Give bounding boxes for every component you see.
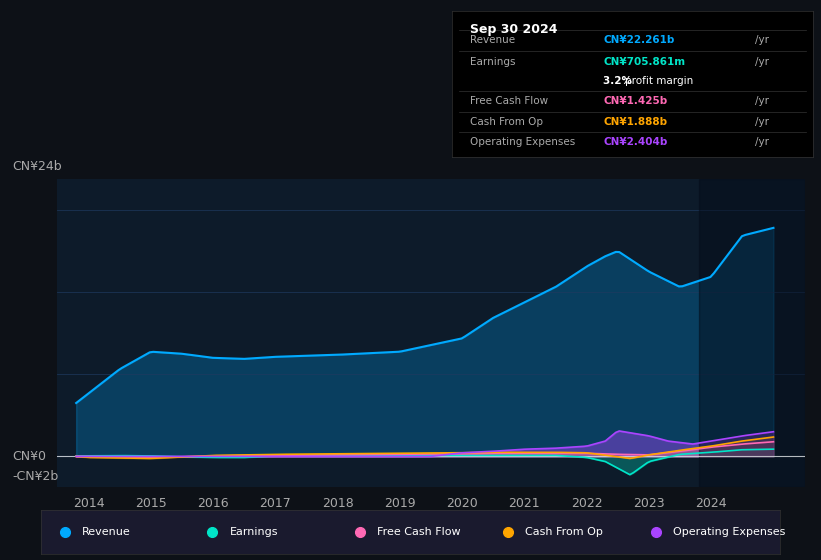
Text: CN¥2.404b: CN¥2.404b: [603, 137, 667, 147]
Text: Sep 30 2024: Sep 30 2024: [470, 23, 557, 36]
Text: -CN¥2b: -CN¥2b: [12, 470, 59, 483]
Text: CN¥1.888b: CN¥1.888b: [603, 117, 667, 127]
Text: Cash From Op: Cash From Op: [470, 117, 543, 127]
Text: /yr: /yr: [755, 137, 769, 147]
Text: Earnings: Earnings: [470, 57, 515, 67]
Text: CN¥0: CN¥0: [12, 450, 47, 463]
Bar: [699, 179, 805, 487]
Text: Operating Expenses: Operating Expenses: [673, 527, 785, 537]
Text: Cash From Op: Cash From Op: [525, 527, 603, 537]
Text: profit margin: profit margin: [625, 76, 693, 86]
Text: CN¥705.861m: CN¥705.861m: [603, 57, 686, 67]
Text: /yr: /yr: [755, 96, 769, 106]
Text: CN¥1.425b: CN¥1.425b: [603, 96, 667, 106]
Text: 3.2%: 3.2%: [603, 76, 636, 86]
Text: Operating Expenses: Operating Expenses: [470, 137, 575, 147]
Text: /yr: /yr: [755, 117, 769, 127]
Text: Revenue: Revenue: [82, 527, 131, 537]
Text: /yr: /yr: [755, 35, 769, 45]
Text: Free Cash Flow: Free Cash Flow: [470, 96, 548, 106]
Text: CN¥24b: CN¥24b: [12, 160, 62, 173]
Text: /yr: /yr: [755, 57, 769, 67]
Text: Earnings: Earnings: [230, 527, 278, 537]
Text: Free Cash Flow: Free Cash Flow: [378, 527, 461, 537]
Text: CN¥22.261b: CN¥22.261b: [603, 35, 675, 45]
Text: Revenue: Revenue: [470, 35, 515, 45]
